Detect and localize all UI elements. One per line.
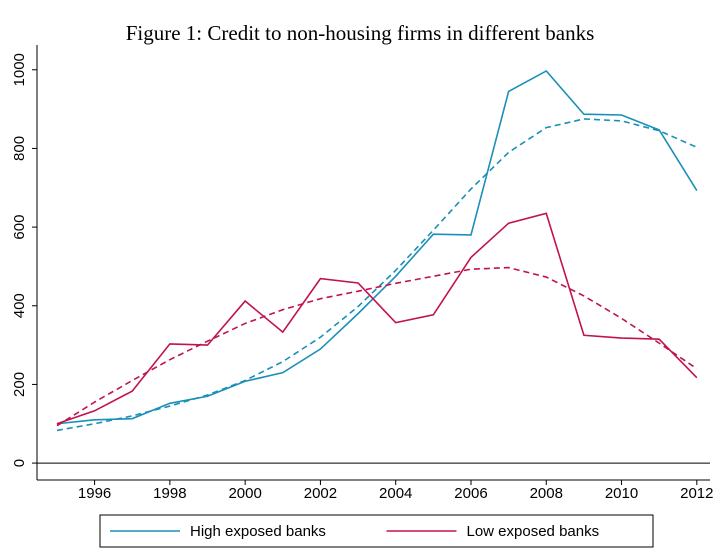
fit-line [56,118,698,432]
x-tick-label: 1998 [153,485,186,502]
series-line [56,69,698,425]
series-line [56,212,698,425]
x-tick-label: 2000 [228,485,261,502]
legend-label: Low exposed banks [467,523,600,540]
y-tick-label: 800 [11,136,28,161]
x-tick-label: 2012 [680,485,713,502]
y-tick-label: 400 [11,293,28,318]
x-tick-label: 1996 [78,485,111,502]
y-tick-label: 1000 [11,53,28,86]
fit-line [56,266,698,427]
legend-label: High exposed banks [190,523,326,540]
x-tick-label: 2006 [454,485,487,502]
legend-box [99,514,654,548]
y-tick-label: 0 [11,459,28,467]
x-tick-label: 2008 [530,485,563,502]
x-tick-label: 2002 [304,485,337,502]
y-tick-label: 600 [11,215,28,240]
y-tick-label: 200 [11,372,28,397]
x-tick-label: 2010 [605,485,638,502]
chart-title: Figure 1: Credit to non-housing firms in… [126,21,595,45]
x-tick-label: 2004 [379,485,412,502]
